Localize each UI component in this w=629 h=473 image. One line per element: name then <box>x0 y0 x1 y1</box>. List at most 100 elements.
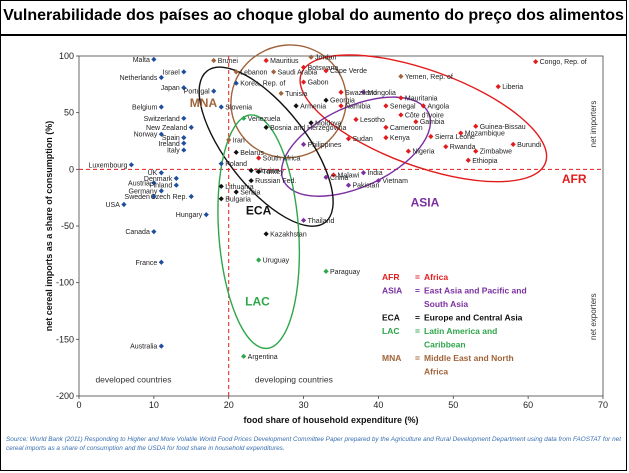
point-label: Bulgaria <box>225 196 251 203</box>
data-point <box>233 80 239 86</box>
x-tick-label: 50 <box>448 400 458 410</box>
legend-name: Africa <box>424 272 448 282</box>
x-tick-label: 70 <box>598 400 608 410</box>
point-label: Portugal <box>184 89 211 96</box>
legend-code: ECA <box>382 313 400 323</box>
data-point <box>128 162 134 168</box>
developed-countries-label: developed countries <box>95 374 171 384</box>
point-label: Guinea-Bissau <box>480 124 526 131</box>
point-label: Nigeria <box>412 149 434 156</box>
data-point <box>323 68 329 74</box>
data-point <box>293 103 299 109</box>
data-point <box>181 85 187 91</box>
data-point <box>263 231 269 237</box>
data-point <box>473 123 479 129</box>
point-label: Sierra Leone <box>435 134 475 141</box>
point-label: Philippines <box>308 142 342 149</box>
point-label: Russian Fed. <box>255 178 296 185</box>
y-tick-label: 50 <box>64 108 74 118</box>
point-label: Georgia <box>330 98 355 105</box>
point-label: Congo, Rep. of <box>540 59 587 66</box>
ellipse-lac <box>217 114 301 350</box>
data-point <box>188 193 194 200</box>
x-tick-label: 40 <box>373 400 383 410</box>
point-label: Venezuela <box>248 116 281 123</box>
data-point <box>383 124 389 130</box>
data-point <box>158 74 164 81</box>
data-point <box>420 103 426 109</box>
x-tick-label: 60 <box>523 400 533 410</box>
ellipse-label-lac: LAC <box>245 294 270 308</box>
point-label: Belarus <box>240 150 264 157</box>
data-point <box>181 140 187 146</box>
data-point <box>360 170 367 176</box>
legend-name: Caribbean <box>424 340 466 350</box>
legend-name: Middle East and North <box>424 353 514 363</box>
data-point <box>256 155 262 161</box>
data-point <box>338 103 344 109</box>
developing-countries-label: developing countries <box>255 374 333 384</box>
point-label: Jordan <box>315 55 337 62</box>
data-point <box>256 257 262 263</box>
net-importers-label: net importers <box>589 101 598 148</box>
legend-name: East Asia and Pacific and <box>424 286 527 296</box>
data-point <box>383 135 389 141</box>
x-tick-label: 30 <box>299 400 309 410</box>
point-label: Senegal <box>390 103 416 110</box>
point-label: Botswana <box>308 65 339 72</box>
point-label: USA <box>106 202 121 209</box>
data-point <box>383 103 389 109</box>
ellipse-label-asia: ASIA <box>411 196 440 210</box>
legend-sep: = <box>415 326 420 336</box>
data-point <box>300 79 307 85</box>
data-point <box>323 268 329 274</box>
point-label: Hungary <box>176 212 203 219</box>
legend-name: Latin America and <box>424 326 497 336</box>
point-label: Pakistan <box>352 183 379 190</box>
data-point <box>188 124 194 130</box>
point-label: Spain <box>162 135 180 142</box>
data-point <box>218 183 224 189</box>
point-label: Vietnam <box>382 178 408 185</box>
data-point <box>158 188 164 194</box>
data-point <box>248 178 254 184</box>
data-point <box>443 144 449 150</box>
ellipse-label-eca: ECA <box>246 204 272 218</box>
data-point <box>241 115 247 121</box>
point-label: Liberia <box>502 84 523 91</box>
point-label: Moldova <box>315 120 342 127</box>
data-point <box>158 259 164 265</box>
point-label: Mauritius <box>270 58 299 65</box>
point-label: Thailand <box>308 218 335 225</box>
point-label: Paraguay <box>330 269 360 276</box>
point-label: Czech Rep. <box>151 194 188 201</box>
data-point <box>413 119 419 125</box>
data-point <box>405 148 411 154</box>
point-label: Germany <box>129 188 158 195</box>
data-point <box>151 56 157 62</box>
point-label: Gambia <box>420 119 445 126</box>
y-tick-label: -150 <box>56 334 74 344</box>
point-label: Poland <box>225 161 247 168</box>
data-point <box>158 131 164 137</box>
point-label: Burundi <box>517 142 542 149</box>
data-point <box>338 89 344 95</box>
point-label: South Africa <box>263 156 301 163</box>
x-tick-label: 10 <box>149 400 159 410</box>
y-tick-label: -100 <box>56 278 74 288</box>
data-point <box>458 130 464 136</box>
legend-code: AFR <box>382 272 399 282</box>
ellipse-label-mna: MNA <box>190 96 218 110</box>
point-label: Gabon <box>308 80 329 87</box>
point-label: Namibia <box>345 103 371 110</box>
data-point <box>360 89 367 95</box>
point-label: Lebanon <box>240 69 267 76</box>
data-point <box>218 161 224 167</box>
data-point <box>323 97 329 103</box>
net-exporters-label: net exporters <box>589 293 598 340</box>
legend-name: South Asia <box>424 299 468 309</box>
point-label: New Zealand <box>146 125 187 132</box>
legend-sep: = <box>415 353 420 363</box>
